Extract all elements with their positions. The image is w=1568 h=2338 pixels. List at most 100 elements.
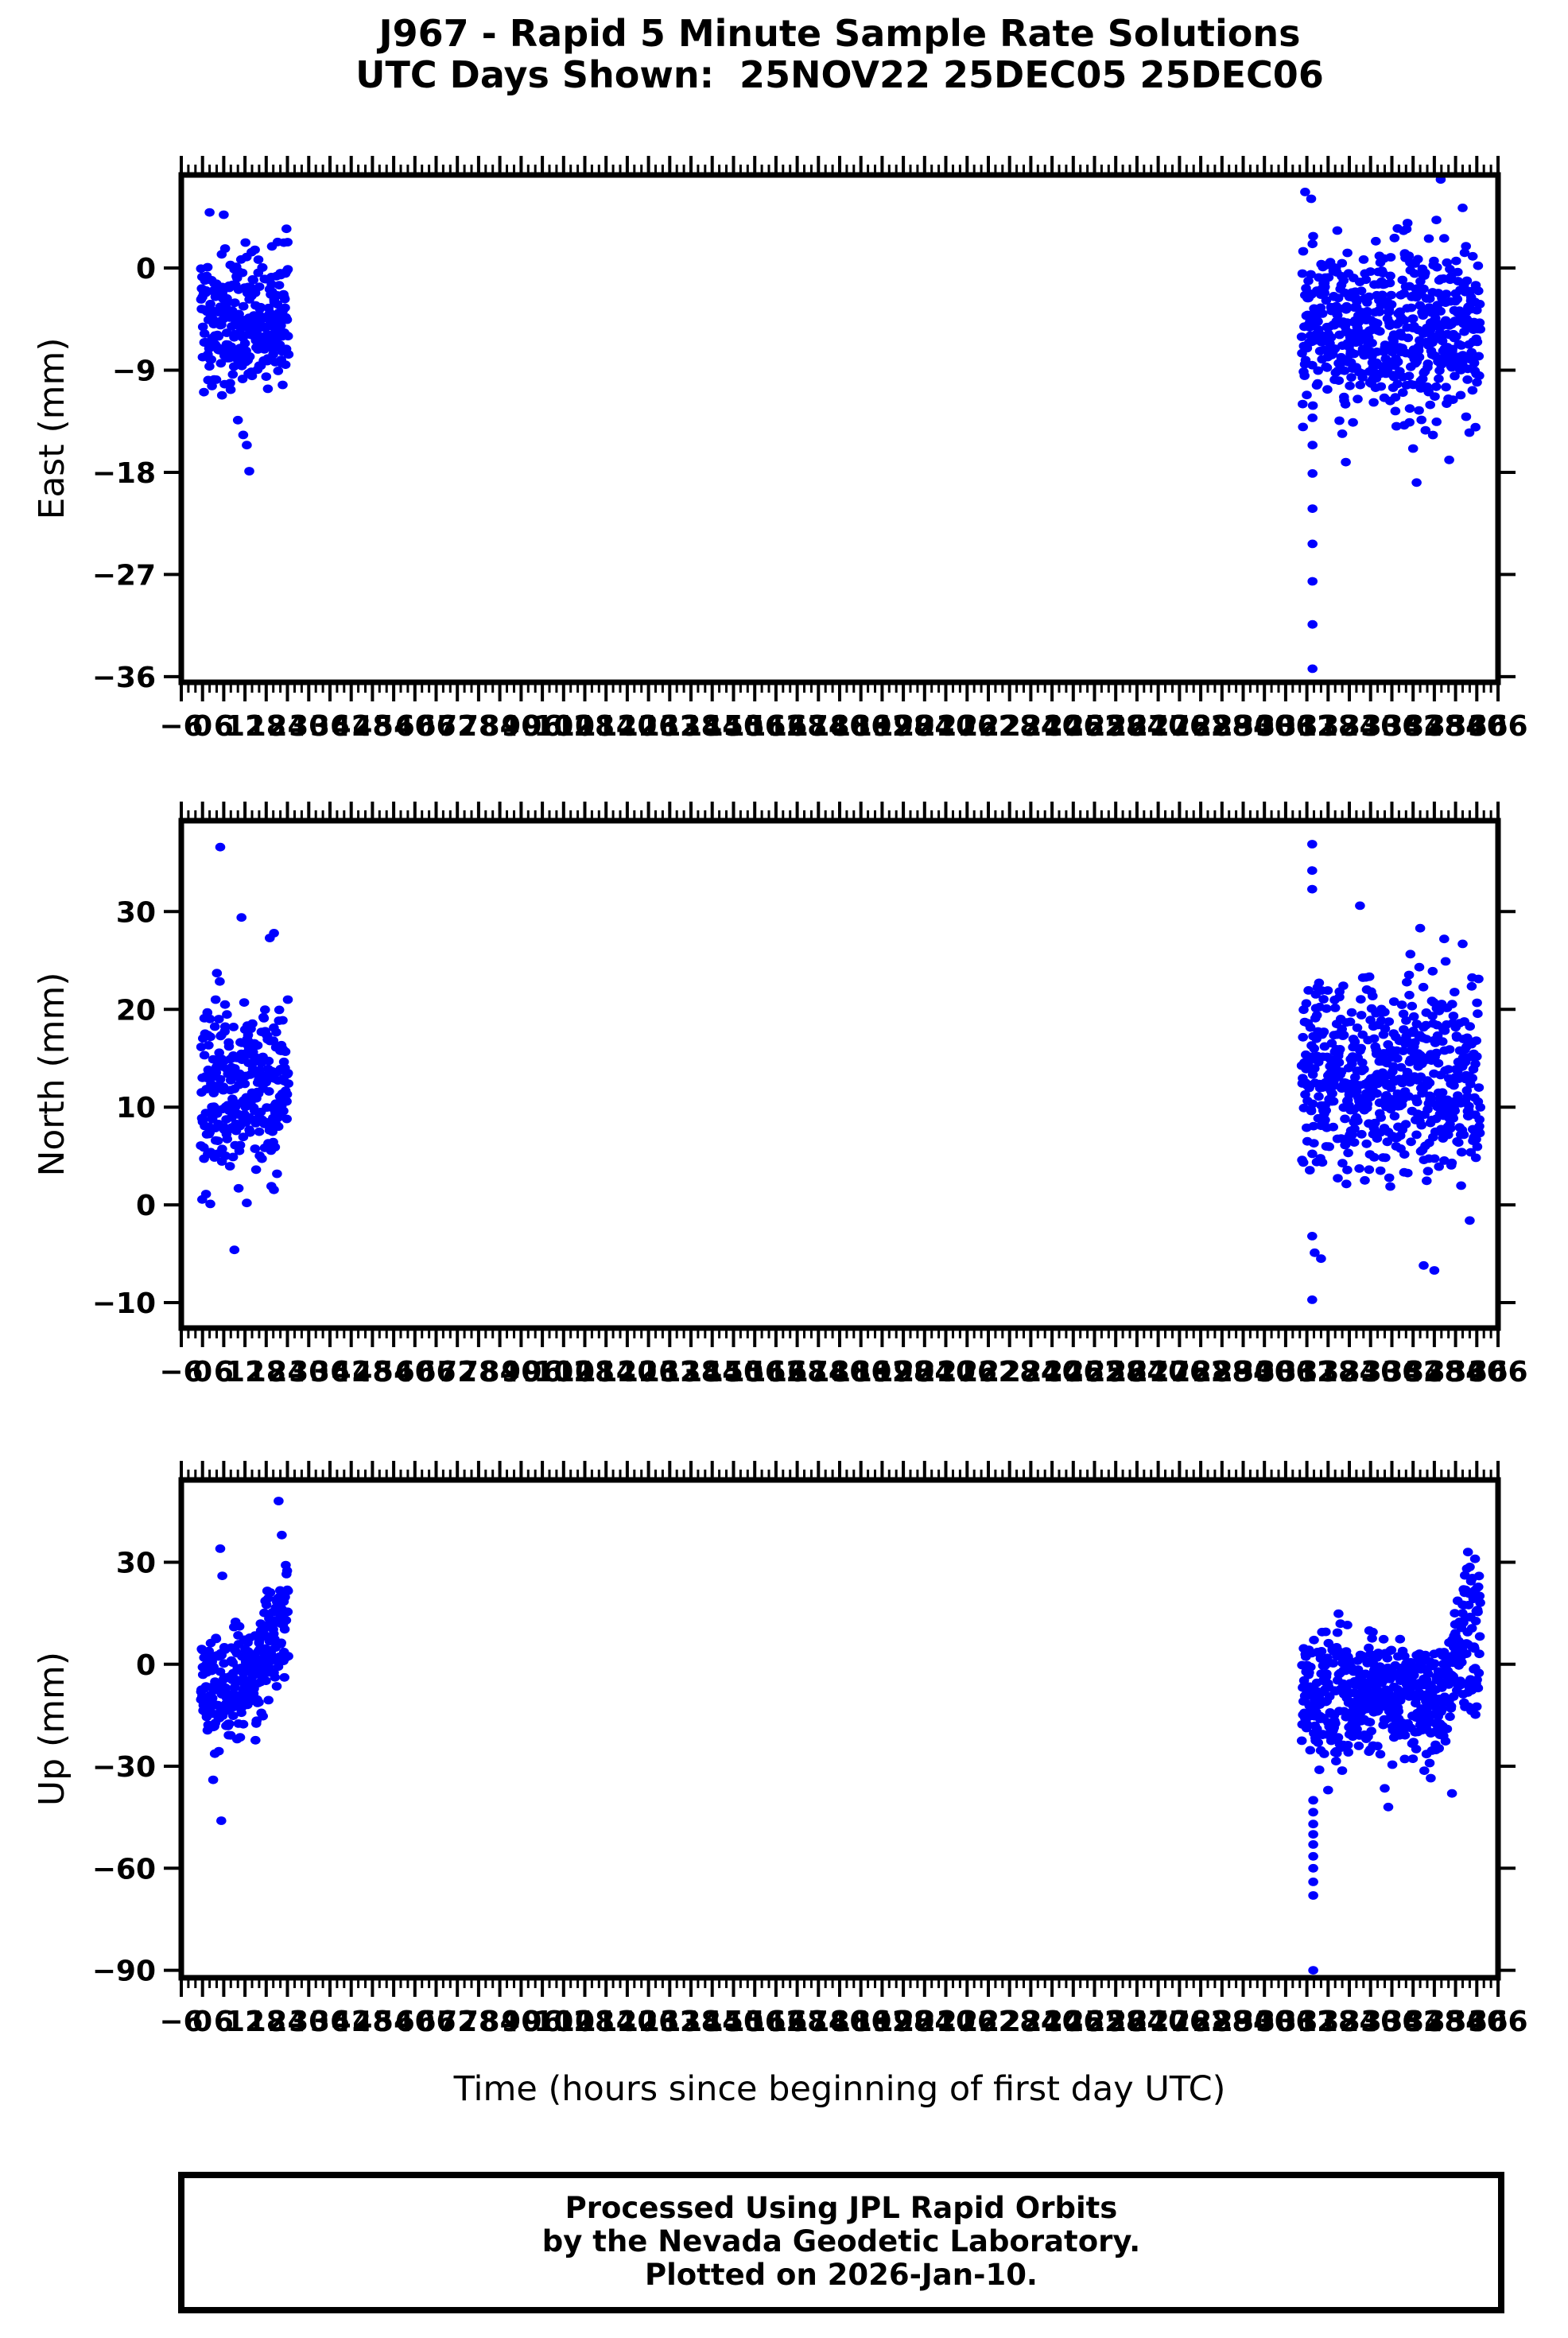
x-tick-label: 48 [352, 710, 392, 743]
data-point [1431, 216, 1442, 224]
x-tick-label: 90 [501, 710, 541, 743]
data-point [1446, 1702, 1457, 1711]
data-point [1333, 376, 1345, 385]
data-point [244, 352, 255, 361]
data-point [1384, 278, 1395, 288]
data-point [1328, 1122, 1338, 1132]
data-point [1350, 1073, 1360, 1082]
data-point [275, 1586, 285, 1595]
footer-border [178, 2172, 1504, 2313]
x-tick-label: 24 [267, 1356, 307, 1388]
data-point [1349, 1124, 1360, 1133]
data-point [1313, 366, 1323, 375]
data-point [1360, 275, 1372, 285]
x-tick-label: 60 [395, 2006, 435, 2038]
data-point [281, 224, 292, 234]
up-ytick-labels: 30 0 −30 −60 −90 [92, 1548, 156, 1988]
x-tick-label: 240 [1023, 710, 1082, 743]
x-tick-label: 306 [1256, 2006, 1315, 2038]
data-point [1407, 1754, 1419, 1764]
x-tick-label: 336 [1362, 710, 1422, 743]
x-tick-label: 174 [789, 710, 848, 743]
data-point [1309, 1044, 1319, 1053]
data-point [245, 1128, 255, 1137]
data-point [1424, 294, 1435, 303]
data-point [1308, 1851, 1318, 1861]
data-point [225, 379, 235, 388]
data-point [1333, 1733, 1344, 1742]
data-point [238, 331, 249, 340]
data-point [1307, 1295, 1318, 1304]
data-point [273, 1122, 284, 1132]
x-tick-label: 240 [1023, 1356, 1082, 1388]
panels-group: 0−9−18−27−36−60 6121824303642485460667278… [92, 156, 1528, 2038]
data-point [206, 355, 217, 364]
data-point [1456, 1181, 1466, 1190]
data-point [276, 321, 286, 330]
data-point [1464, 1101, 1474, 1111]
x-tick-label: 36 [310, 1356, 350, 1388]
data-point [1307, 619, 1318, 629]
data-point [1312, 379, 1323, 388]
x-tick-label: 234 [1001, 1356, 1061, 1388]
data-point [1322, 986, 1333, 995]
data-point [264, 1087, 274, 1096]
data-point [1470, 1153, 1481, 1163]
data-point [1307, 1232, 1318, 1241]
data-point [235, 1733, 246, 1742]
data-point [1353, 1742, 1364, 1750]
data-point [221, 328, 232, 337]
data-point [1386, 300, 1397, 309]
x-tick-label: 108 [555, 710, 615, 743]
x-tick-label: 348 [1404, 2006, 1464, 2038]
data-point [1475, 324, 1485, 334]
data-point [276, 1638, 287, 1648]
data-point [1307, 504, 1318, 513]
data-point [252, 1041, 263, 1050]
data-point [230, 329, 240, 339]
data-point [1382, 1137, 1393, 1147]
data-point [1356, 995, 1366, 1004]
data-point [1470, 1710, 1481, 1719]
x-tick-label: 252 [1065, 710, 1124, 743]
x-tick-label: 78 [459, 710, 499, 743]
footer-line2: by the Nevada Geodetic Laboratory. [542, 2224, 1140, 2258]
data-point [1474, 1121, 1485, 1131]
data-point [1358, 255, 1369, 264]
data-point [1420, 425, 1431, 435]
data-point [1319, 1750, 1329, 1758]
data-point [1317, 309, 1328, 318]
data-point [1466, 981, 1477, 991]
x-tick-label: 144 [682, 1356, 742, 1388]
x-tick-label: 348 [1404, 710, 1464, 743]
x-tick-label: 360 [1447, 2006, 1507, 2038]
x-tick-label: 18 [246, 1356, 286, 1388]
data-point [1412, 1097, 1422, 1107]
data-point [1398, 1047, 1408, 1055]
data-point [1432, 262, 1442, 272]
x-tick-label: 288 [1192, 2006, 1252, 2038]
data-point [1423, 234, 1434, 243]
data-point [1327, 1089, 1337, 1098]
data-point [1409, 1671, 1419, 1680]
x-tick-label: 54 [374, 1356, 413, 1388]
data-point [1333, 1174, 1343, 1183]
data-point [270, 1143, 281, 1152]
data-point [1328, 1097, 1339, 1106]
data-point [1308, 1808, 1318, 1817]
data-point [237, 375, 248, 383]
north-frame [178, 818, 1501, 1331]
data-point [1307, 360, 1318, 370]
data-point [1419, 1766, 1430, 1776]
data-point [1354, 1164, 1364, 1173]
x-tick-label: 24 [267, 710, 307, 743]
data-point [1337, 429, 1348, 438]
x-tick-label: 258 [1086, 710, 1146, 743]
data-point [270, 1672, 281, 1682]
x-tick-label: 312 [1277, 710, 1337, 743]
x-tick-label: 162 [746, 710, 805, 743]
data-point [1314, 978, 1325, 988]
data-point [1405, 950, 1416, 959]
x-tick-label: 96 [522, 1356, 562, 1388]
x-tick-label: 126 [619, 1356, 678, 1388]
